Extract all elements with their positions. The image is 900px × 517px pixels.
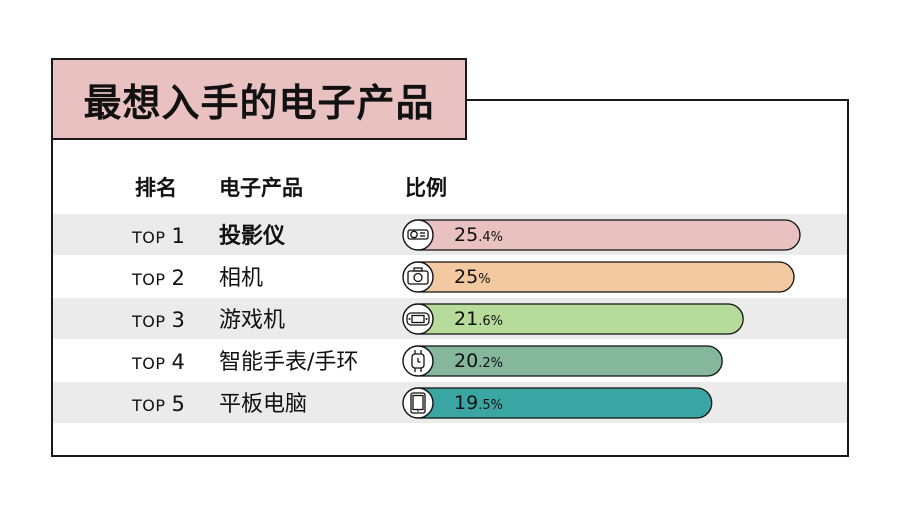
product-name-1: 投影仪: [219, 224, 286, 249]
product-name-4: 智能手表/手环: [219, 350, 359, 375]
header-product: 电子产品: [219, 176, 303, 200]
header-rank: 排名: [135, 176, 177, 200]
value-label-3: 21.6%: [454, 308, 503, 330]
value-label-5: 19.5%: [454, 392, 503, 414]
rank-label-1: TOP 1: [132, 224, 185, 248]
chart-title: 最想入手的电子产品: [83, 80, 435, 125]
product-name-5: 平板电脑: [219, 392, 308, 417]
value-label-1: 25.4%: [454, 224, 503, 246]
rank-label-3: TOP 3: [132, 308, 185, 332]
rank-label-5: TOP 5: [132, 392, 185, 416]
product-name-3: 游戏机: [219, 308, 286, 333]
value-label-2: 25%: [454, 266, 491, 288]
header-ratio: 比例: [405, 176, 447, 200]
value-label-4: 20.2%: [454, 350, 503, 372]
rank-label-4: TOP 4: [132, 350, 185, 374]
product-name-2: 相机: [219, 266, 264, 291]
rank-label-2: TOP 2: [132, 266, 185, 290]
title-box: 最想入手的电子产品: [51, 58, 467, 140]
